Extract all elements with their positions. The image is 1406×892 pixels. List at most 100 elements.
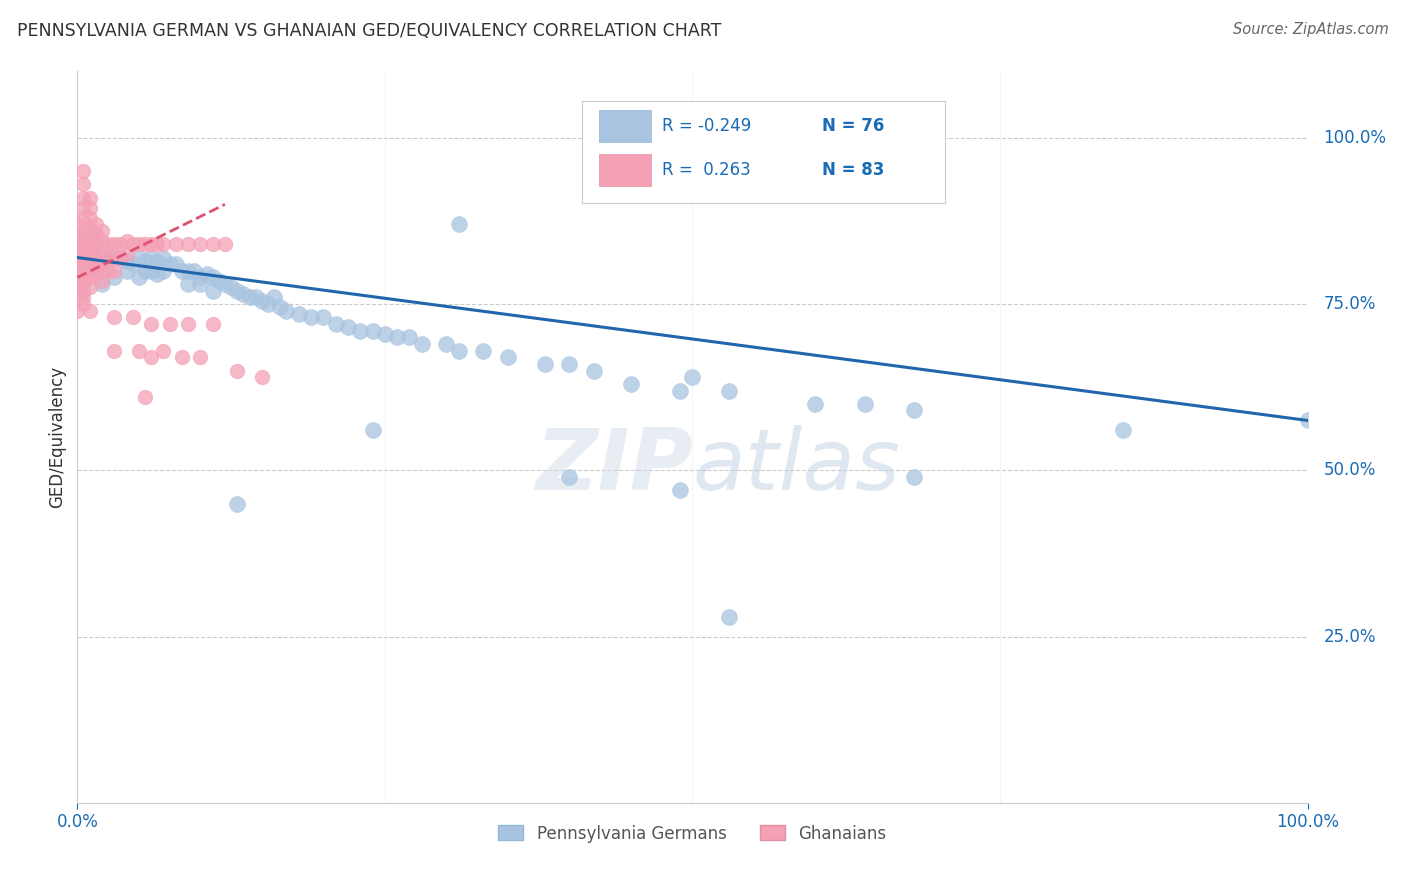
Point [134,253,156,268]
Point [82,227,104,242]
Point [170,264,193,278]
Text: R = -0.249: R = -0.249 [662,117,751,136]
Point [201,270,224,285]
Point [72,290,94,304]
Point [141,251,163,265]
Point [1112,424,1135,438]
Point [134,237,156,252]
Point [337,320,360,334]
Point [72,178,94,192]
Point [115,253,138,268]
Point [250,293,273,308]
Point [718,384,741,398]
Point [152,237,174,252]
Point [177,264,200,278]
Point [84,257,107,271]
Point [72,277,94,292]
Point [398,330,420,344]
Point [558,470,581,484]
Point [472,343,495,358]
Point [385,330,409,344]
Point [90,244,114,258]
Point [447,217,470,231]
Text: ZIP: ZIP [534,425,693,508]
Text: atlas: atlas [693,425,900,508]
Point [79,280,101,294]
Point [121,310,143,325]
Text: R =  0.263: R = 0.263 [662,161,751,179]
Text: PENNSYLVANIA GERMAN VS GHANAIAN GED/EQUIVALENCY CORRELATION CHART: PENNSYLVANIA GERMAN VS GHANAIAN GED/EQUI… [17,22,721,40]
Point [97,251,120,265]
Point [90,224,114,238]
Point [263,290,285,304]
Point [72,237,94,252]
Point [496,351,519,365]
Point [201,317,224,331]
Point [90,277,114,292]
Point [188,270,212,285]
Point [79,270,101,285]
Point [152,343,174,358]
Point [853,397,876,411]
Point [72,191,94,205]
Point [66,217,89,231]
Point [110,237,132,252]
Point [165,257,187,271]
Point [188,237,212,252]
Point [66,284,89,298]
Point [159,317,181,331]
Point [219,280,242,294]
Point [146,253,169,268]
Point [72,164,94,178]
Point [84,267,107,281]
Point [72,230,94,244]
Point [66,251,89,265]
Text: 50.0%: 50.0% [1323,461,1376,479]
Point [250,370,273,384]
Point [66,257,89,271]
Point [134,264,156,278]
Point [558,357,581,371]
Point [201,237,224,252]
Point [79,211,101,225]
Point [226,497,249,511]
Point [72,297,94,311]
Point [411,337,433,351]
Point [121,237,143,252]
Point [177,237,200,252]
Point [72,270,94,285]
Point [79,191,101,205]
Point [115,234,138,248]
Point [177,277,200,292]
Y-axis label: GED/Equivalency: GED/Equivalency [48,366,66,508]
Point [128,251,150,265]
Point [245,290,267,304]
Point [214,277,236,292]
Point [239,290,262,304]
Point [141,264,163,278]
Point [79,220,101,235]
Point [115,264,138,278]
Point [165,237,187,252]
Point [188,351,212,365]
Point [146,237,169,252]
Point [325,317,347,331]
Point [97,251,120,265]
Point [583,363,606,377]
Point [669,384,692,398]
Point [90,253,114,268]
Point [682,370,704,384]
Point [72,257,94,271]
Point [79,230,101,244]
Point [72,224,94,238]
FancyBboxPatch shape [582,101,945,203]
Point [72,244,94,258]
Point [804,397,827,411]
Point [141,317,163,331]
Point [79,257,101,271]
Point [201,284,224,298]
Legend: Pennsylvania Germans, Ghanaians: Pennsylvania Germans, Ghanaians [492,818,893,849]
FancyBboxPatch shape [599,110,651,143]
Point [183,264,205,278]
Point [903,470,925,484]
